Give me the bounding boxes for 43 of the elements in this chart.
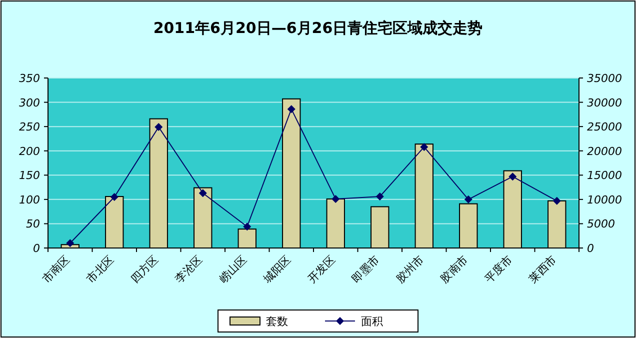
x-tick-label: 胶南市 — [438, 252, 470, 286]
y-tick-label: 150 — [19, 169, 40, 182]
y2-tick-label: 15000 — [587, 169, 622, 182]
y-tick-label: 100 — [19, 193, 40, 206]
y2-tick-label: 20000 — [587, 144, 622, 158]
y2-tick-label: 5000 — [587, 218, 615, 231]
x-tick-label: 市南区 — [40, 252, 72, 286]
y-tick-label: 250 — [19, 120, 40, 134]
x-tick-label: 四方区 — [128, 252, 161, 286]
y-tick-label: 200 — [19, 144, 40, 158]
y-tick-label: 300 — [19, 96, 40, 110]
legend-label: 面积 — [361, 315, 383, 328]
x-tick-label: 莱西市 — [526, 252, 559, 286]
point — [420, 142, 428, 151]
y-tick-label: 0 — [33, 242, 40, 255]
y2-tick-label: 35000 — [587, 72, 622, 85]
y-tick-label: 50 — [26, 218, 40, 231]
legend-label: 套数 — [266, 315, 288, 328]
x-tick-label: 平度市 — [482, 252, 515, 286]
y2-tick-label: 10000 — [587, 193, 622, 206]
point — [66, 239, 74, 248]
x-tick-label: 开发区 — [305, 252, 338, 286]
x-tick-label: 崂山区 — [216, 252, 250, 286]
x-tick-label: 即墨市 — [349, 252, 382, 286]
point — [154, 123, 163, 132]
point — [198, 189, 207, 198]
point — [508, 172, 517, 181]
y2-tick-label: 25000 — [587, 120, 622, 134]
x-tick-label: 李沧区 — [172, 252, 205, 286]
x-tick-label: 胶州市 — [394, 252, 426, 286]
point — [243, 222, 252, 231]
point — [376, 192, 384, 201]
y2-tick-label: 30000 — [587, 96, 622, 110]
y-tick-label: 350 — [19, 72, 40, 85]
x-tick-label: 城阳区 — [260, 252, 294, 286]
point — [287, 105, 296, 114]
y2-tick-label: 0 — [587, 242, 594, 255]
point — [110, 193, 118, 201]
chart-title: 2011年6月20日—6月26日青住宅区域成交走势 — [153, 19, 483, 37]
x-tick-label: 市北区 — [84, 252, 116, 286]
point — [464, 195, 472, 204]
point — [332, 194, 340, 203]
point — [552, 196, 561, 205]
